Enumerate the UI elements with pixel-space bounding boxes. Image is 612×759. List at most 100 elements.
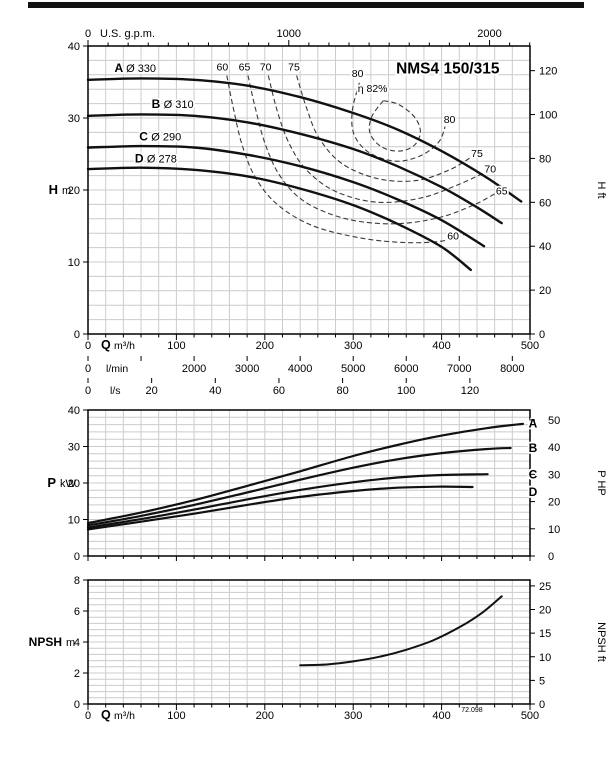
head-left-axis-unit: m — [62, 185, 71, 197]
power-grid — [88, 410, 530, 556]
efficiency-label-right: 75 — [471, 148, 483, 160]
head-curve-D — [86, 166, 472, 272]
ls-tick-label: 0 — [85, 385, 91, 397]
efficiency-label-top: 75 — [288, 61, 300, 73]
head-right-tick-label: 120 — [539, 66, 557, 78]
head-left-axis-label: H — [49, 182, 58, 197]
lmin-tick-label: 7000 — [447, 363, 471, 375]
head-left-tick-label: 40 — [68, 41, 80, 53]
efficiency-label-right: 70 — [484, 164, 496, 176]
efficiency-contour-70 — [267, 75, 487, 204]
npsh-right-tick-label: 10 — [539, 652, 551, 664]
lmin-tick-label: 0 — [85, 363, 91, 375]
power-right-axis-label: P HP — [595, 470, 607, 495]
efficiency-label-top: η 82% — [358, 83, 388, 95]
lmin-tick-label: 2000 — [182, 363, 206, 375]
npsh-x-tick-label: 300 — [344, 710, 362, 722]
head-right-tick-label: 80 — [539, 153, 551, 165]
power-curve-B — [86, 446, 512, 527]
head-bottom-axis: 0 100 200 300 400 500 Q m³/h — [85, 334, 539, 352]
head-curve-C — [86, 144, 486, 248]
head-curve-label-D: D Ø 278 — [135, 152, 177, 166]
npsh-x-tick-label: 100 — [167, 710, 185, 722]
head-x-tick-label: 200 — [256, 340, 274, 352]
ls-axis-label: l/s — [110, 385, 121, 397]
efficiency-label-top: 80 — [352, 68, 364, 80]
power-curve-C — [86, 473, 489, 529]
power-left-axis-unit: kW — [60, 478, 77, 490]
efficiency-contour-75 — [296, 75, 472, 182]
doc-code: 72.098 — [461, 707, 483, 714]
efficiency-label-right: 65 — [496, 185, 508, 197]
gpm-tick-label: 0 — [85, 28, 91, 40]
npsh-chart — [87, 579, 531, 705]
npsh-x-axis-unit: m³/h — [114, 710, 135, 722]
npsh-right-tick-label: 0 — [539, 699, 545, 711]
power-left-axis-label: P — [47, 475, 56, 490]
ls-tick-label: 60 — [273, 385, 285, 397]
power-left-tick-label: 0 — [74, 551, 80, 563]
head-right-tick-label: 100 — [539, 110, 557, 122]
head-curve-A — [86, 77, 523, 203]
head-left-axis: 0 10 20 30 40 H m — [49, 41, 88, 341]
power-left-axis: 0 10 20 30 40 P kW — [47, 405, 88, 563]
gpm-axis-label: U.S. g.p.m. — [100, 28, 155, 40]
head-left-tick-label: 30 — [68, 113, 80, 125]
ls-tick-label: 120 — [461, 385, 479, 397]
npsh-right-axis: 0 5 10 15 20 25 NPSH ft — [530, 581, 607, 711]
power-left-tick-label: 40 — [68, 405, 80, 417]
npsh-left-axis: 0 2 4 6 8 NPSH m — [29, 575, 88, 711]
npsh-right-tick-label: 25 — [539, 581, 551, 593]
npsh-left-tick-label: 8 — [74, 575, 80, 587]
efficiency-label-right: 60 — [447, 231, 459, 243]
power-curve-label-D: D — [529, 485, 538, 499]
gpm-axis: 0 1000 2000 U.S. g.p.m. — [85, 28, 531, 46]
lmin-axis: 0 2000 3000 4000 5000 6000 7000 8000 l/min — [85, 356, 525, 375]
head-right-tick-label: 20 — [539, 285, 551, 297]
top-rule — [28, 2, 584, 8]
power-curves — [86, 422, 524, 531]
power-curve-A — [86, 422, 524, 525]
efficiency-label-right: 80 — [444, 114, 456, 126]
head-right-tick-label: 40 — [539, 241, 551, 253]
power-right-tick-label: 30 — [548, 469, 560, 481]
power-curve-D — [86, 485, 474, 531]
chart-title: NMS4 150/315 — [396, 60, 500, 77]
head-x-tick-label: 500 — [521, 340, 539, 352]
npsh-left-tick-label: 2 — [74, 668, 80, 680]
npsh-right-tick-label: 5 — [539, 675, 545, 687]
power-right-tick-label: 20 — [548, 497, 560, 509]
npsh-x-axis-label: Q — [101, 708, 111, 722]
head-grid — [88, 46, 530, 334]
head-right-tick-label: 60 — [539, 197, 551, 209]
head-curve-label-B: B Ø 310 — [152, 97, 194, 111]
gpm-tick-label: 1000 — [277, 28, 301, 40]
head-x-axis-unit: m³/h — [114, 340, 135, 352]
head-left-tick-label: 10 — [68, 257, 80, 269]
power-curve-label-A: A — [529, 417, 538, 431]
lmin-tick-label: 4000 — [288, 363, 312, 375]
lmin-axis-label: l/min — [106, 363, 128, 375]
power-right-tick-label: 0 — [548, 551, 554, 563]
head-left-tick-label: 20 — [68, 185, 80, 197]
efficiency-contour-60 — [226, 75, 467, 244]
npsh-curve — [299, 595, 503, 667]
npsh-right-tick-label: 20 — [539, 605, 551, 617]
efficiency-contour-65 — [247, 75, 497, 225]
head-x-axis-label: Q — [101, 338, 111, 352]
npsh-left-tick-label: 0 — [74, 699, 80, 711]
head-curve-label-A: A Ø 330 — [115, 61, 157, 75]
ls-tick-label: 100 — [397, 385, 415, 397]
lmin-tick-label: 5000 — [341, 363, 365, 375]
power-right-axis: 0 10 20 30 40 50 P HP — [530, 415, 607, 563]
head-x-tick-label: 400 — [432, 340, 450, 352]
power-bottom-ticks — [87, 556, 531, 561]
gpm-tick-label: 2000 — [477, 28, 501, 40]
power-right-tick-label: 50 — [548, 415, 560, 427]
npsh-left-axis-label: NPSH — [29, 635, 62, 649]
power-right-tick-label: 40 — [548, 442, 560, 454]
npsh-left-tick-label: 6 — [74, 606, 80, 618]
npsh-bottom-axis: 0 100 200 300 400 500 Q m³/h — [85, 704, 539, 722]
efficiency-contour-82 — [368, 100, 421, 152]
